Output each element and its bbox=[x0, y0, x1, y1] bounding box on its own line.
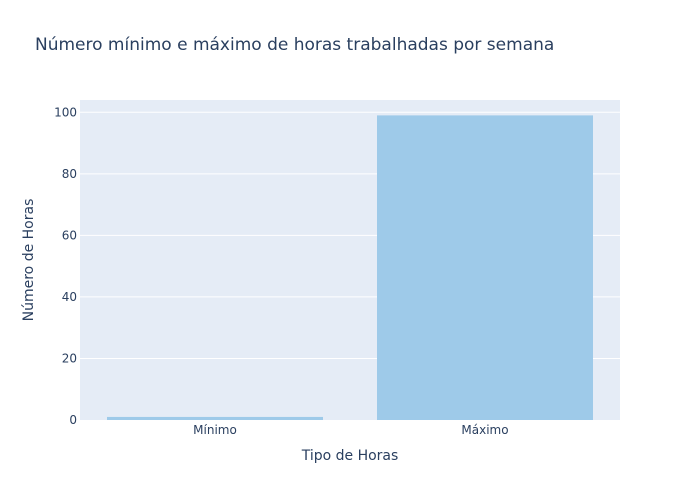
x-axis-title: Tipo de Horas bbox=[301, 448, 399, 464]
bars bbox=[107, 115, 593, 420]
bar-minimo bbox=[107, 416, 323, 420]
y-axis-ticks: 0 20 40 60 80 100 bbox=[54, 105, 77, 427]
y-axis-title: Número de Horas bbox=[21, 199, 37, 322]
y-tick-label: 0 bbox=[69, 413, 77, 427]
y-tick-label: 60 bbox=[62, 228, 77, 242]
x-axis-ticks: Mínimo Máximo bbox=[193, 423, 508, 437]
x-tick-label: Máximo bbox=[461, 423, 508, 437]
y-tick-label: 80 bbox=[62, 167, 77, 181]
y-tick-label: 20 bbox=[62, 351, 77, 365]
bar-maximo bbox=[377, 115, 593, 420]
x-tick-label: Mínimo bbox=[193, 423, 237, 437]
y-tick-label: 40 bbox=[62, 290, 77, 304]
chart-title: Número mínimo e máximo de horas trabalha… bbox=[35, 35, 554, 55]
y-tick-label: 100 bbox=[54, 105, 77, 119]
